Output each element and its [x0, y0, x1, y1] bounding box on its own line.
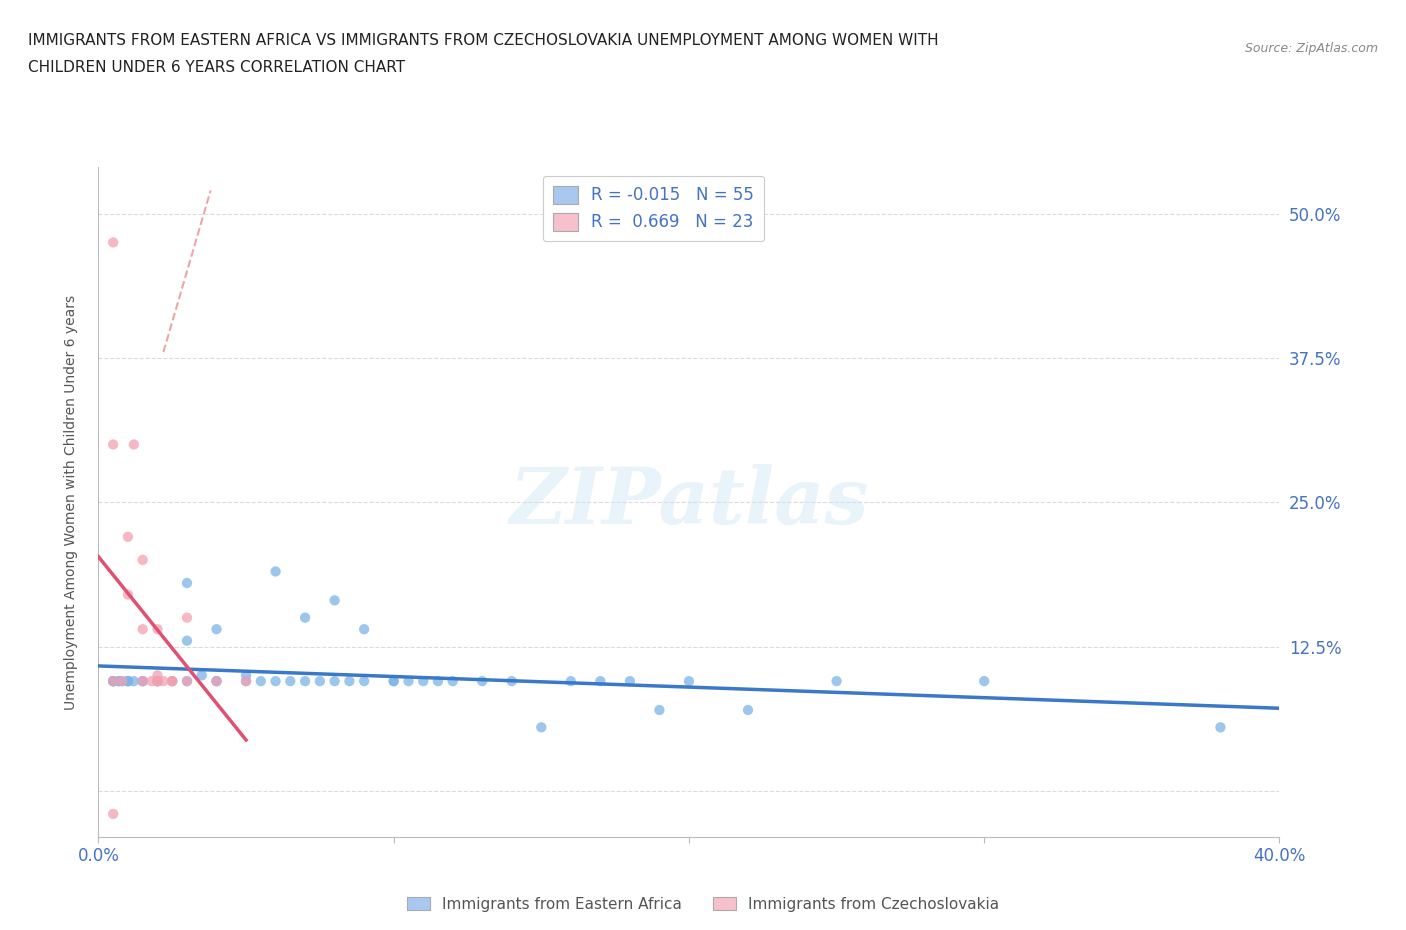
- Legend: Immigrants from Eastern Africa, Immigrants from Czechoslovakia: Immigrants from Eastern Africa, Immigran…: [401, 890, 1005, 918]
- Point: [205, 622, 228, 637]
- Point: [146, 673, 169, 688]
- Point: [176, 673, 198, 688]
- Point: [353, 622, 375, 637]
- Point: [103, 806, 125, 821]
- Point: [103, 673, 125, 688]
- Point: [205, 673, 228, 688]
- Point: [235, 673, 257, 688]
- Point: [235, 668, 257, 683]
- Point: [146, 673, 169, 688]
- Point: [191, 668, 214, 683]
- Text: ZIPatlas: ZIPatlas: [509, 464, 869, 540]
- Point: [737, 702, 759, 717]
- Point: [103, 673, 125, 688]
- Point: [205, 673, 228, 688]
- Point: [825, 673, 848, 688]
- Legend: R = -0.015   N = 55, R =  0.669   N = 23: R = -0.015 N = 55, R = 0.669 N = 23: [543, 176, 763, 242]
- Point: [678, 673, 700, 688]
- Point: [108, 673, 131, 688]
- Point: [132, 673, 155, 688]
- Point: [108, 673, 131, 688]
- Point: [250, 673, 273, 688]
- Point: [132, 622, 155, 637]
- Point: [103, 673, 125, 688]
- Point: [132, 552, 155, 567]
- Point: [111, 673, 134, 688]
- Point: [117, 673, 139, 688]
- Point: [264, 564, 287, 578]
- Point: [501, 673, 523, 688]
- Point: [117, 587, 139, 602]
- Point: [427, 673, 450, 688]
- Point: [973, 673, 995, 688]
- Point: [205, 673, 228, 688]
- Point: [294, 673, 316, 688]
- Point: [382, 673, 405, 688]
- Point: [162, 673, 183, 688]
- Point: [111, 673, 134, 688]
- Point: [122, 437, 145, 452]
- Point: [412, 673, 434, 688]
- Point: [264, 673, 287, 688]
- Point: [103, 437, 125, 452]
- Text: Source: ZipAtlas.com: Source: ZipAtlas.com: [1244, 42, 1378, 55]
- Point: [396, 673, 419, 688]
- Point: [162, 673, 183, 688]
- Point: [382, 673, 405, 688]
- Point: [132, 673, 155, 688]
- Point: [294, 610, 316, 625]
- Point: [152, 673, 174, 688]
- Y-axis label: Unemployment Among Women with Children Under 6 years: Unemployment Among Women with Children U…: [63, 295, 77, 710]
- Point: [103, 235, 125, 250]
- Text: CHILDREN UNDER 6 YEARS CORRELATION CHART: CHILDREN UNDER 6 YEARS CORRELATION CHART: [28, 60, 405, 75]
- Point: [176, 633, 198, 648]
- Point: [323, 593, 346, 608]
- Point: [122, 673, 145, 688]
- Point: [278, 673, 302, 688]
- Point: [648, 702, 671, 717]
- Point: [309, 673, 332, 688]
- Point: [589, 673, 612, 688]
- Point: [117, 673, 139, 688]
- Point: [132, 673, 155, 688]
- Point: [1209, 720, 1232, 735]
- Point: [146, 622, 169, 637]
- Point: [471, 673, 494, 688]
- Point: [339, 673, 360, 688]
- Point: [441, 673, 464, 688]
- Point: [146, 673, 169, 688]
- Point: [162, 673, 183, 688]
- Point: [176, 576, 198, 591]
- Text: IMMIGRANTS FROM EASTERN AFRICA VS IMMIGRANTS FROM CZECHOSLOVAKIA UNEMPLOYMENT AM: IMMIGRANTS FROM EASTERN AFRICA VS IMMIGR…: [28, 33, 939, 47]
- Point: [176, 610, 198, 625]
- Point: [323, 673, 346, 688]
- Point: [146, 668, 169, 683]
- Point: [117, 529, 139, 544]
- Point: [353, 673, 375, 688]
- Point: [176, 673, 198, 688]
- Point: [103, 673, 125, 688]
- Point: [619, 673, 641, 688]
- Point: [117, 673, 139, 688]
- Point: [141, 673, 163, 688]
- Point: [146, 673, 169, 688]
- Point: [560, 673, 582, 688]
- Point: [235, 673, 257, 688]
- Point: [530, 720, 553, 735]
- Point: [103, 673, 125, 688]
